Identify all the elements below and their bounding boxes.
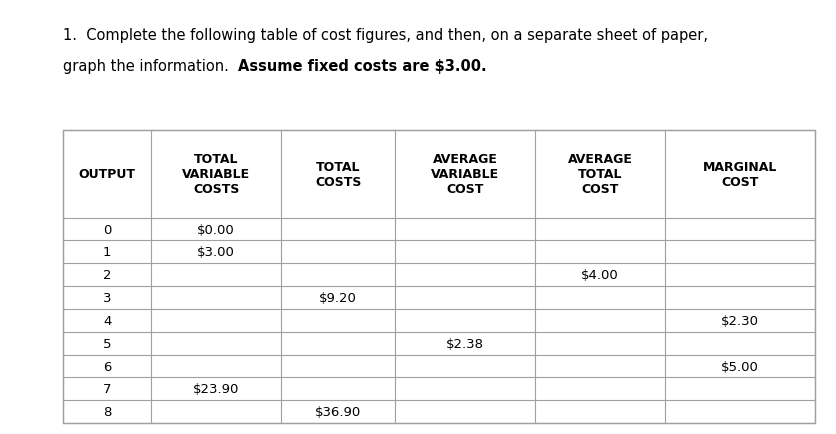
Text: $2.38: $2.38	[446, 337, 484, 350]
Text: 0: 0	[103, 223, 111, 236]
Text: Assume fixed costs are $3.00.: Assume fixed costs are $3.00.	[237, 59, 487, 73]
Text: 5: 5	[103, 337, 111, 350]
Text: 6: 6	[103, 360, 111, 373]
Text: 4: 4	[103, 314, 111, 327]
Text: 1: 1	[103, 246, 111, 259]
Text: OUTPUT: OUTPUT	[79, 168, 135, 181]
Text: $23.90: $23.90	[193, 382, 239, 395]
Text: AVERAGE
VARIABLE
COST: AVERAGE VARIABLE COST	[431, 153, 499, 196]
Text: $0.00: $0.00	[197, 223, 235, 236]
Text: $4.00: $4.00	[581, 269, 619, 282]
Text: 1.  Complete the following table of cost figures, and then, on a separate sheet : 1. Complete the following table of cost …	[63, 28, 708, 43]
Text: 2: 2	[103, 269, 111, 282]
Text: TOTAL
VARIABLE
COSTS: TOTAL VARIABLE COSTS	[182, 153, 250, 196]
Text: AVERAGE
TOTAL
COST: AVERAGE TOTAL COST	[568, 153, 632, 196]
Text: $9.20: $9.20	[319, 291, 357, 304]
Text: $5.00: $5.00	[721, 360, 759, 373]
Text: 8: 8	[103, 405, 111, 418]
Text: graph the information.: graph the information.	[63, 59, 237, 73]
Text: TOTAL
COSTS: TOTAL COSTS	[315, 160, 361, 188]
Text: 3: 3	[103, 291, 111, 304]
Text: 7: 7	[103, 382, 111, 395]
Text: $2.30: $2.30	[721, 314, 759, 327]
Text: MARGINAL
COST: MARGINAL COST	[703, 160, 777, 188]
Text: $36.90: $36.90	[315, 405, 361, 418]
Text: $3.00: $3.00	[197, 246, 235, 259]
